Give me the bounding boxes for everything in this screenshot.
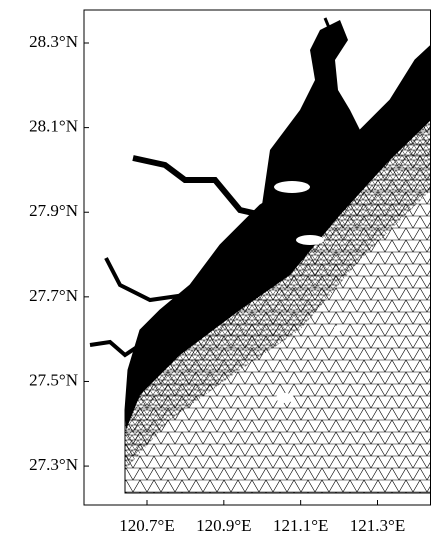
- y-tick-label: 28.3°N: [29, 32, 78, 51]
- map: 120.7°E 120.9°E 121.1°E 121.3°E 27.3°N 27.5°N…: [0, 0, 431, 536]
- y-tick-label: 27.9°N: [29, 201, 78, 220]
- mesh: [90, 18, 431, 493]
- x-tick-label: 121.1°E: [273, 516, 328, 535]
- y-tick-label: 28.1°N: [29, 117, 78, 136]
- x-tick-label: 121.3°E: [350, 516, 405, 535]
- y-tick-label: 27.3°N: [29, 455, 78, 474]
- y-tick-label: 27.5°N: [29, 370, 78, 389]
- x-tick-label: 120.7°E: [119, 516, 174, 535]
- y-tick-label: 27.7°N: [29, 286, 78, 305]
- x-tick-label: 120.9°E: [196, 516, 251, 535]
